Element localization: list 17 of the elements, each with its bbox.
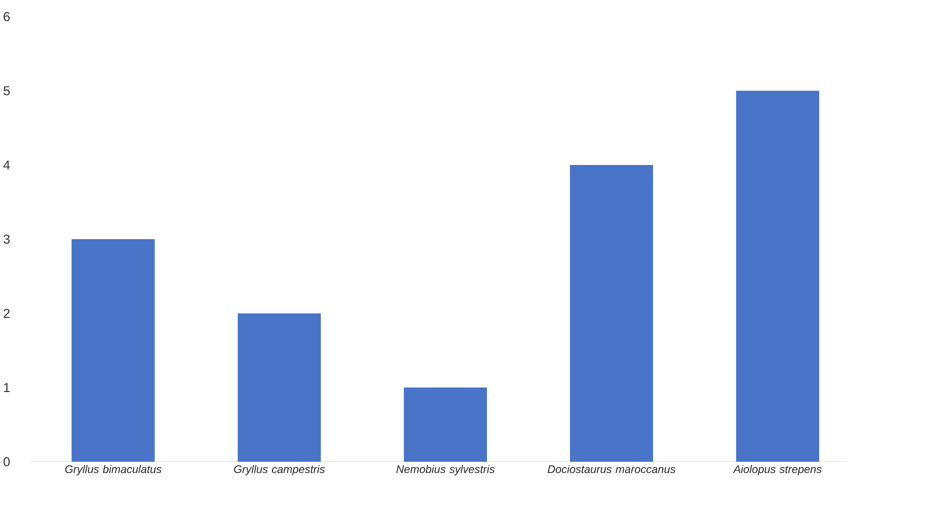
y-tick-label: 1 <box>4 383 10 392</box>
bar <box>72 239 155 462</box>
y-tick-label: 6 <box>4 12 10 22</box>
x-tick-label: Aiolopus strepens <box>732 465 822 476</box>
bar <box>238 314 321 462</box>
x-tick-label: Nemobius sylvestris <box>396 465 495 476</box>
y-tick-label: 5 <box>4 86 10 96</box>
x-tick-label: Gryllus bimaculatus <box>65 465 162 476</box>
bar <box>736 90 820 462</box>
y-tick-label: 4 <box>3 160 10 170</box>
bar <box>570 165 654 462</box>
y-tick-label: 3 <box>4 234 10 244</box>
x-tick-label: Dociostaurus maroccanus <box>548 465 676 474</box>
x-tick-label: Gryllus campestris <box>234 465 325 476</box>
y-tick-label: 2 <box>4 309 10 318</box>
bar <box>404 388 487 462</box>
y-tick-label: 0 <box>4 457 10 466</box>
